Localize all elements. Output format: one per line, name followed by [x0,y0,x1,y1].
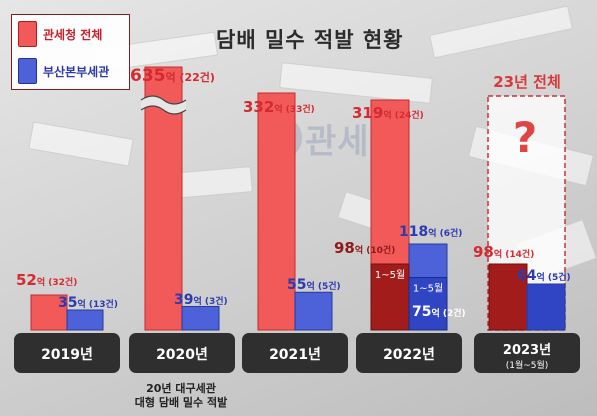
label-busan-office-3: 118억 (6건) [399,224,462,240]
annotation-line-1: 대형 담배 밀수 적발 [135,395,227,409]
label-customs-total-2: 332억 (33건) [243,98,315,116]
bar-customs-total-0 [30,294,68,331]
bar-customs-total-4 [488,263,528,331]
category-pill-0 [14,333,120,373]
label-customs-total-1: 635억 (22건) [130,66,215,86]
label-busan-office-4: 64억 (5건) [517,268,571,284]
label-busan-office-0: 35억 (13건) [58,295,118,311]
axis-break-line-bottom [140,105,187,115]
legend-swatch-customs-total [18,21,37,47]
label-customs-total-2022-partial: 98억 (10건) [334,239,395,257]
bar-customs-total-2 [257,92,296,331]
legend-label-busan-office: 부산본부세관 [43,64,110,79]
year-2023-unknown-mark: ? [513,113,537,162]
bar-customs-total-1 [144,66,183,331]
label-busan-office-2022-partial: 75억 (2건) [412,304,466,320]
category-label-3: 2022년 [383,347,435,363]
bar-customs-total-2022-partial [370,263,410,331]
label-busan-office-2: 55억 (5건) [287,277,341,293]
legend-label-customs-total: 관세청 전체 [43,27,103,42]
year-2023-total-label: 23년 전체 [493,73,561,91]
category-pill-1 [129,333,235,373]
legend-item-busan-office: 부산본부세관 [18,58,109,84]
axis-break-gap [141,96,186,114]
category-sublabel-4: (1월~5월) [506,359,549,371]
category-label-0: 2019년 [41,347,93,363]
category-pill-3 [356,333,462,373]
legend: 관세청 전체 부산본부세관 [11,14,130,90]
category-label-4: 2023년 [503,343,551,358]
bar-busan-office-2022-partial [408,277,448,331]
legend-item-customs-total: 관세청 전체 [18,21,102,47]
bar-busan-office-2 [294,291,333,331]
category-label-2: 2021년 [269,347,321,363]
label-customs-total-4: 98억 (14건) [473,243,534,261]
category-pill-4 [474,333,580,373]
partial-period-label-customs: 1~5월 [375,269,405,281]
category-label-1: 2020년 [156,347,208,363]
legend-swatch-busan-office [18,58,37,84]
partial-period-label-busan: 1~5월 [413,283,443,295]
category-pill-2 [242,333,348,373]
bar-busan-office-4 [526,283,566,331]
annotation-line-0: 20년 대구세관 [146,381,216,395]
label-customs-total-0: 52억 (32건) [16,271,77,289]
label-customs-total-3: 319억 (24건) [352,104,424,122]
bar-busan-office-0 [66,309,104,331]
chart-title: 담배 밀수 적발 현황 [216,28,404,52]
axis-break-line-top [140,95,187,105]
bar-busan-office-1 [181,305,220,331]
label-busan-office-1: 39억 (3건) [174,292,228,308]
